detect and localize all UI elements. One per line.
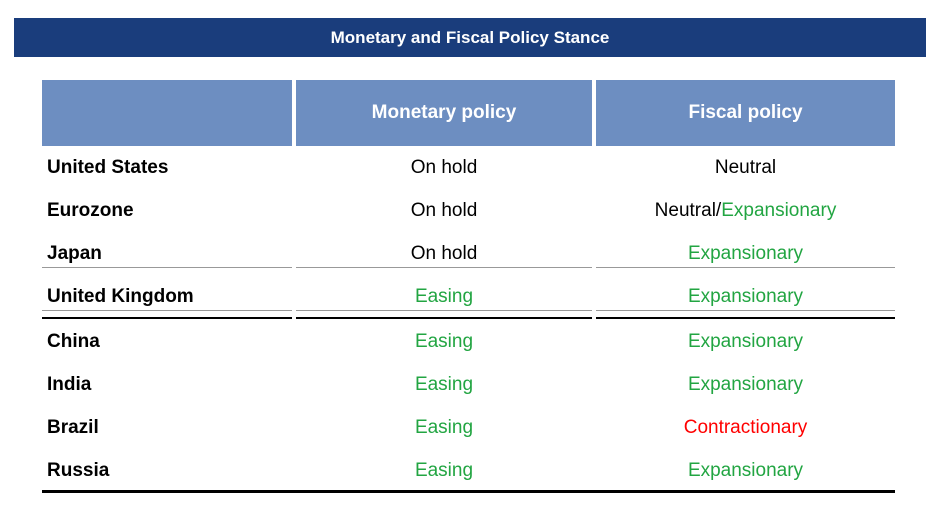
- table-bottom-rule: [42, 490, 895, 493]
- country-cell: China: [47, 330, 100, 352]
- fiscal-policy-text: Expansionary: [687, 330, 804, 352]
- fiscal-policy-cell: Contractionary: [596, 406, 895, 449]
- fiscal-policy-cell: Expansionary: [596, 320, 895, 363]
- table-row: United Kingdom Easing Expansionary: [42, 275, 895, 318]
- fiscal-policy-cell: Expansionary: [596, 232, 895, 275]
- fiscal-policy-cell: Expansionary: [596, 275, 895, 318]
- row-divider: [296, 310, 592, 311]
- country-cell: Eurozone: [47, 199, 134, 221]
- fiscal-policy-text: Contractionary: [683, 416, 808, 438]
- row-divider: [296, 267, 592, 268]
- row-divider: [596, 310, 895, 311]
- fiscal-policy-text: Neutral: [714, 156, 777, 178]
- monetary-policy-cell: Easing: [414, 330, 474, 352]
- table-row: United States On hold Neutral: [42, 146, 895, 189]
- fiscal-policy-text: Expansionary: [687, 242, 804, 264]
- row-divider: [596, 267, 895, 268]
- monetary-policy-cell: Easing: [414, 416, 474, 438]
- fiscal-policy-text: Expansionary: [687, 459, 804, 481]
- row-divider: [42, 267, 292, 268]
- fiscal-policy-cell: Neutral/Expansionary: [596, 189, 895, 232]
- table-title: Monetary and Fiscal Policy Stance: [14, 18, 926, 57]
- group-divider: [296, 317, 592, 319]
- fiscal-policy-cell: Expansionary: [596, 449, 895, 492]
- fiscal-policy-text: Expansionary: [687, 285, 804, 307]
- table-row: Brazil Easing Contractionary: [42, 406, 895, 449]
- monetary-policy-cell: On hold: [410, 156, 478, 178]
- monetary-policy-cell: Easing: [414, 285, 474, 307]
- country-cell: India: [47, 373, 92, 395]
- header-monetary-policy: Monetary policy: [296, 80, 592, 146]
- monetary-policy-cell: Easing: [414, 459, 474, 481]
- table-row: Russia Easing Expansionary: [42, 449, 895, 492]
- fiscal-policy-cell: Expansionary: [596, 363, 895, 406]
- table-row: Eurozone On hold Neutral/Expansionary: [42, 189, 895, 232]
- fiscal-policy-text: Expansionary: [687, 373, 804, 395]
- monetary-policy-cell: On hold: [410, 242, 478, 264]
- header-country: [42, 80, 292, 146]
- table-row: China Easing Expansionary: [42, 320, 895, 363]
- fiscal-policy-cell: Neutral: [596, 146, 895, 189]
- country-cell: Japan: [47, 242, 102, 264]
- fiscal-policy-text: Expansionary: [721, 199, 837, 221]
- group-divider: [596, 317, 895, 319]
- group-divider: [42, 317, 292, 319]
- table-row: Japan On hold Expansionary: [42, 232, 895, 275]
- country-cell: United Kingdom: [47, 285, 194, 307]
- header-fiscal-policy: Fiscal policy: [596, 80, 895, 146]
- fiscal-policy-text: Neutral/: [654, 199, 722, 221]
- country-cell: Brazil: [47, 416, 99, 438]
- country-cell: United States: [47, 156, 169, 178]
- row-divider: [42, 310, 292, 311]
- country-cell: Russia: [47, 459, 110, 481]
- table-row: India Easing Expansionary: [42, 363, 895, 406]
- monetary-policy-cell: Easing: [414, 373, 474, 395]
- monetary-policy-cell: On hold: [410, 199, 478, 221]
